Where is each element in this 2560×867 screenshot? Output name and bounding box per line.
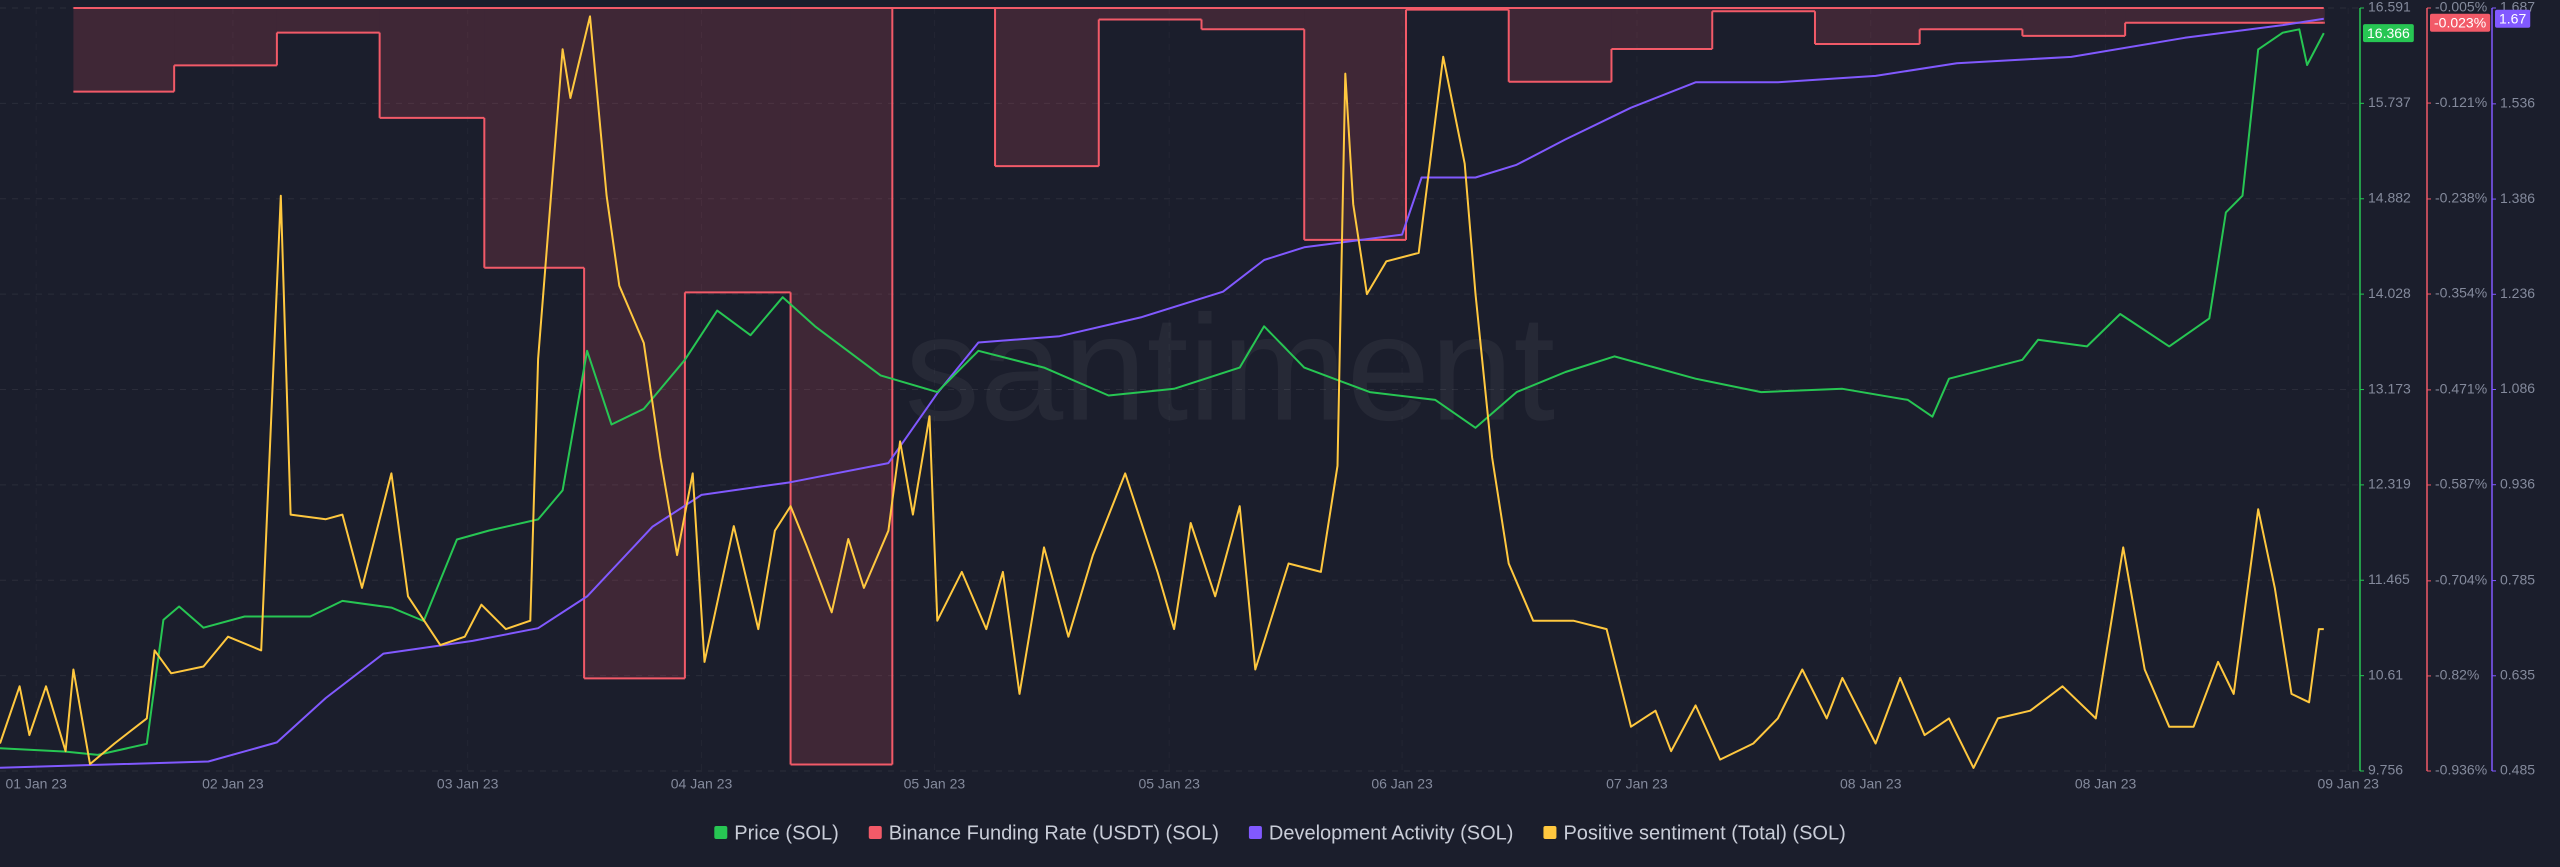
x-tick-label: 08 Jan 23 xyxy=(2075,776,2137,792)
legend-swatch xyxy=(714,826,728,839)
funding-area xyxy=(790,8,893,765)
legend-label: Development Activity (SOL) xyxy=(1269,822,1514,844)
y-tick-label: -0.936% xyxy=(2435,762,2487,778)
legend-swatch xyxy=(1248,826,1262,839)
funding-area xyxy=(1611,8,1713,49)
funding-area xyxy=(1919,8,2023,30)
series-line xyxy=(0,17,2324,769)
legend-item: Positive sentiment (Total) (SOL) xyxy=(1543,822,1846,844)
badge-bg xyxy=(2363,24,2414,43)
funding-area xyxy=(484,8,585,268)
series-line xyxy=(0,15,2324,769)
funding-area xyxy=(1508,8,1612,82)
funding-area xyxy=(1712,8,1815,12)
y-tick-label: 1.086 xyxy=(2500,380,2535,396)
funding-area xyxy=(2125,8,2324,23)
y-tick-label: 1.386 xyxy=(2500,190,2535,206)
x-tick-label: 05 Jan 23 xyxy=(904,776,966,792)
funding-area xyxy=(2022,8,2126,36)
x-tick-label: 08 Jan 23 xyxy=(1840,776,1902,792)
legend: Price (SOL) Binance Funding Rate (USDT) (… xyxy=(714,822,1846,844)
legend-swatch xyxy=(1543,826,1557,839)
watermark: santiment xyxy=(905,284,1555,452)
x-tick-label: 09 Jan 23 xyxy=(2317,776,2379,792)
legend-swatch xyxy=(868,826,882,839)
funding-area xyxy=(379,8,485,118)
legend-label: Binance Funding Rate (USDT) (SOL) xyxy=(889,822,1219,844)
y-tick-label: -0.354% xyxy=(2435,285,2487,301)
badge-label: 16.366 xyxy=(2367,25,2410,41)
funding-area xyxy=(1814,8,1920,45)
y-tick-label: 15.737 xyxy=(2368,94,2411,110)
current-badge: 16.366 xyxy=(2363,24,2414,43)
y-tick-label: 1.536 xyxy=(2500,95,2535,111)
funding-area xyxy=(1304,8,1406,240)
y-tick-label: 0.936 xyxy=(2500,475,2535,491)
legend-item: Development Activity (SOL) xyxy=(1248,822,1514,844)
funding-area xyxy=(584,8,685,679)
badge-bg xyxy=(2430,13,2491,32)
y-tick-label: 12.319 xyxy=(2368,476,2411,492)
y-tick-label: -0.82% xyxy=(2435,667,2479,683)
y-tick-label: -0.704% xyxy=(2435,572,2487,588)
badge-label: 1.67 xyxy=(2499,10,2526,26)
x-tick-label: 06 Jan 23 xyxy=(1371,776,1433,792)
y-tick-label: -0.587% xyxy=(2435,476,2487,492)
y-tick-label: -0.121% xyxy=(2435,94,2487,110)
x-tick-label: 05 Jan 23 xyxy=(1138,776,1200,792)
y-tick-label: -0.238% xyxy=(2435,190,2487,206)
legend-label: Price (SOL) xyxy=(734,822,838,844)
y-tick-label: 9.756 xyxy=(2368,762,2403,778)
legend-item: Binance Funding Rate (USDT) (SOL) xyxy=(868,822,1219,844)
x-tick-label: 03 Jan 23 xyxy=(437,776,499,792)
legend-label: Positive sentiment (Total) (SOL) xyxy=(1563,822,1845,844)
funding-area xyxy=(174,8,277,66)
x-tick-label: 01 Jan 23 xyxy=(5,776,67,792)
y-tick-label: 14.028 xyxy=(2368,285,2411,301)
y-tick-label: -0.005% xyxy=(2435,0,2487,15)
funding-area xyxy=(276,8,380,33)
x-tick-label: 02 Jan 23 xyxy=(202,776,264,792)
funding-area xyxy=(2323,8,2325,23)
y-tick-label: 0.635 xyxy=(2500,666,2535,682)
badge-label: -0.023% xyxy=(2434,14,2486,30)
current-badge: -0.023% xyxy=(2430,13,2491,32)
funding-area xyxy=(1201,8,1305,30)
legend-item: Price (SOL) xyxy=(714,822,839,844)
y-tick-label: 0.785 xyxy=(2500,571,2535,587)
series-line xyxy=(0,28,2325,756)
y-tick-label: 11.465 xyxy=(2368,571,2410,587)
funding-area xyxy=(995,8,1099,167)
y-tick-label: 0.485 xyxy=(2500,762,2535,778)
current-badge: 1.67 xyxy=(2495,9,2531,28)
y-tick-label: 13.173 xyxy=(2368,380,2411,396)
funding-area xyxy=(73,8,175,92)
y-tick-label: 1.236 xyxy=(2500,285,2535,301)
x-tick-label: 04 Jan 23 xyxy=(671,776,733,792)
y-tick-label: -0.471% xyxy=(2435,381,2487,397)
y-tick-label: 10.61 xyxy=(2368,666,2403,682)
y-tick-label: 14.882 xyxy=(2368,189,2411,205)
x-tick-label: 07 Jan 23 xyxy=(1606,776,1668,792)
funding-area xyxy=(684,8,791,293)
badge-bg xyxy=(2495,9,2531,28)
y-tick-label: 16.591 xyxy=(2368,0,2411,15)
funding-area xyxy=(1098,8,1202,20)
